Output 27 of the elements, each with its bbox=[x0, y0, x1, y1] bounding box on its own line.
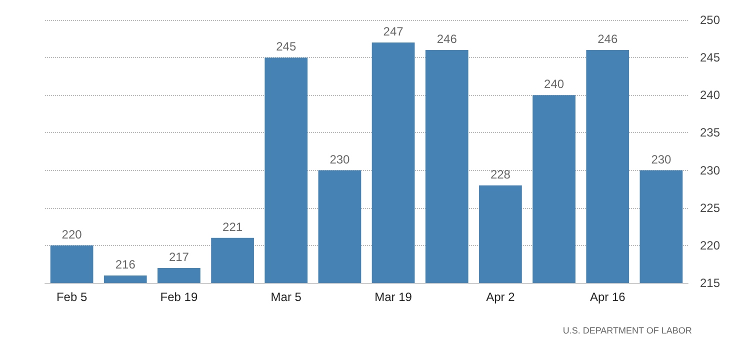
y-tick-label: 245 bbox=[700, 50, 720, 65]
x-tick-label: Apr 2 bbox=[486, 290, 516, 304]
text: U.S. DEPARTMENT OF LABOR bbox=[562, 326, 692, 336]
data-label: 220 bbox=[62, 227, 82, 242]
data-label: 217 bbox=[168, 250, 190, 264]
data-label: 240 bbox=[544, 77, 564, 92]
data-label: 216 bbox=[115, 257, 136, 272]
data-label: 247 bbox=[383, 24, 404, 39]
y-tick-label: 230 bbox=[700, 163, 720, 178]
data-label: 230 bbox=[330, 152, 350, 166]
y-tick-label: 250 bbox=[700, 13, 720, 27]
y-tick-label: 225 bbox=[700, 200, 720, 215]
data-label: 230 bbox=[651, 152, 672, 166]
data-label: 246 bbox=[598, 32, 618, 46]
data-label: 221 bbox=[222, 220, 243, 234]
x-tick-label: Mar 5 bbox=[270, 290, 302, 304]
data-label: 228 bbox=[490, 167, 511, 182]
y-tick-label: 235 bbox=[700, 126, 720, 140]
data-label: 246 bbox=[436, 32, 458, 46]
y-tick-label: 220 bbox=[700, 238, 720, 252]
x-tick-label: Mar 19 bbox=[374, 290, 412, 304]
y-tick-label: 240 bbox=[700, 88, 720, 102]
x-tick-label: Apr 16 bbox=[590, 290, 626, 304]
y-tick-label: 215 bbox=[700, 276, 720, 290]
x-tick-label: Feb 5 bbox=[56, 290, 88, 304]
data-label: 245 bbox=[276, 40, 296, 54]
x-tick-label: Feb 19 bbox=[160, 290, 198, 304]
